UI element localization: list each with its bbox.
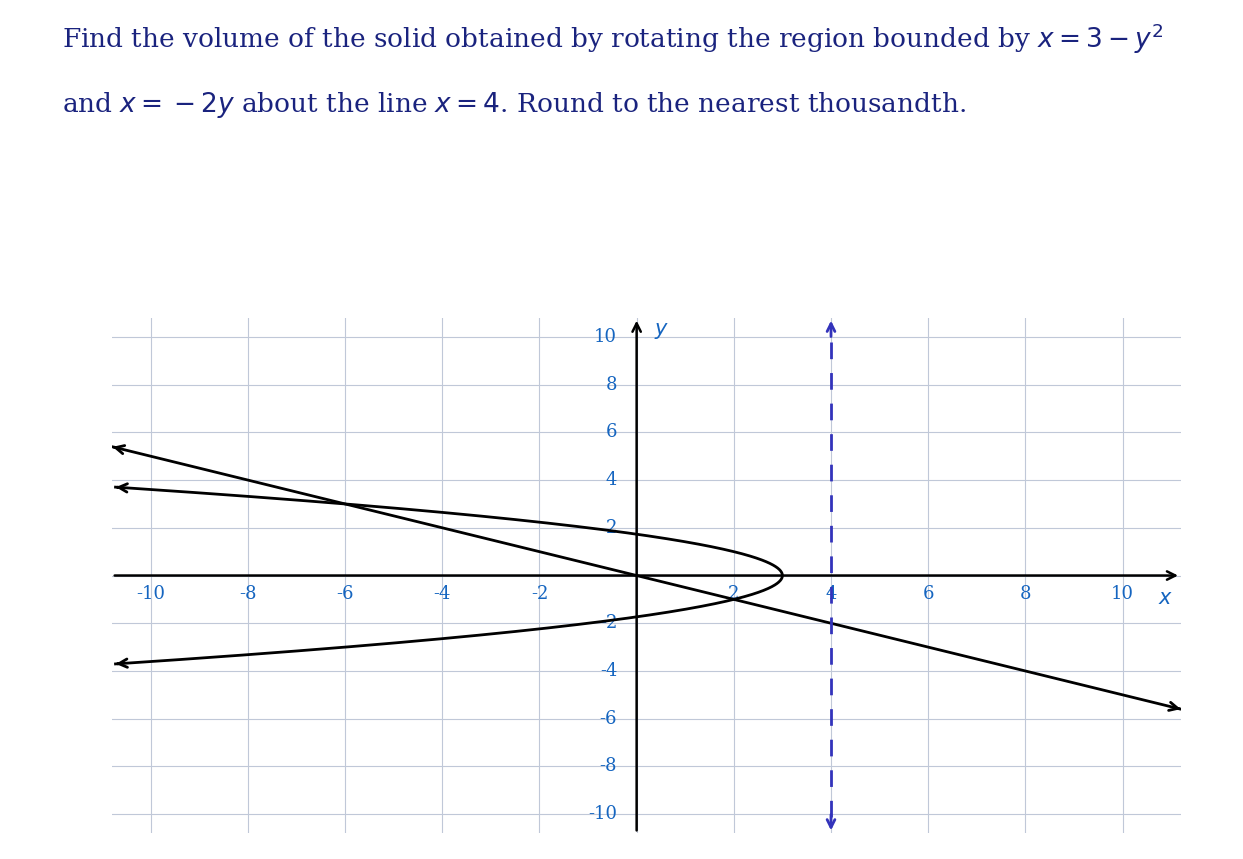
Text: -2: -2 xyxy=(531,585,548,603)
Text: -4: -4 xyxy=(434,585,451,603)
Text: 10: 10 xyxy=(1111,585,1134,603)
Text: -6: -6 xyxy=(599,710,618,728)
Text: 4: 4 xyxy=(825,585,837,603)
Text: 4: 4 xyxy=(605,471,618,489)
Text: -8: -8 xyxy=(599,758,618,776)
Text: -8: -8 xyxy=(239,585,256,603)
Text: $y$: $y$ xyxy=(654,321,669,341)
Text: 6: 6 xyxy=(605,423,618,442)
Text: -10: -10 xyxy=(137,585,165,603)
Text: -2: -2 xyxy=(600,614,618,632)
Text: 10: 10 xyxy=(594,328,618,346)
Text: -4: -4 xyxy=(600,662,618,680)
Text: $x$: $x$ xyxy=(1158,588,1173,607)
Text: 2: 2 xyxy=(605,519,618,537)
Text: 8: 8 xyxy=(605,375,618,393)
Text: 8: 8 xyxy=(1019,585,1032,603)
Text: 2: 2 xyxy=(728,585,740,603)
Text: -10: -10 xyxy=(588,805,618,823)
Text: Find the volume of the solid obtained by rotating the region bounded by $x = 3 -: Find the volume of the solid obtained by… xyxy=(62,21,1163,56)
Text: and $x = -2y$ about the line $x = 4$. Round to the nearest thousandth.: and $x = -2y$ about the line $x = 4$. Ro… xyxy=(62,90,966,120)
Text: -6: -6 xyxy=(337,585,354,603)
Text: 6: 6 xyxy=(922,585,933,603)
